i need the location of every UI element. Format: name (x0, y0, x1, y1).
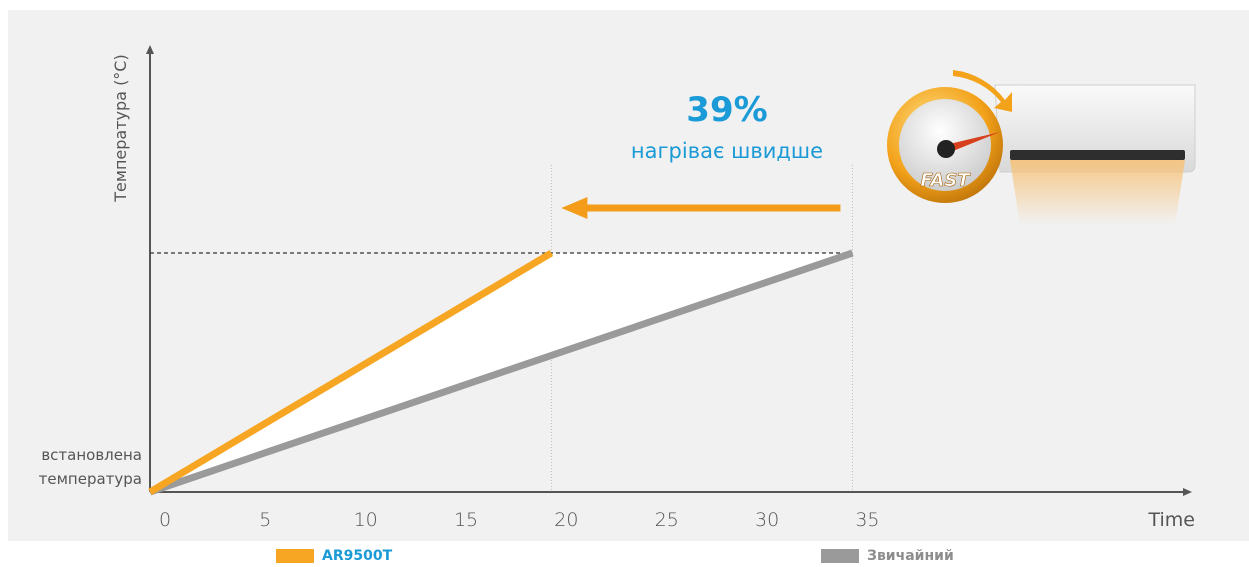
legend-label-ar9500t: AR9500T (322, 548, 393, 564)
x-tick-label-10: 10 (354, 509, 378, 531)
x-axis-label: Time (1148, 509, 1196, 531)
x-tick-label-0: 0 (159, 509, 171, 531)
x-tick-label-20: 20 (554, 509, 578, 531)
x-tick-label-25: 25 (655, 509, 679, 531)
x-tick-label-5: 5 (259, 509, 271, 531)
y-origin-label-line1: встановлена (41, 446, 142, 464)
legend-item-ar9500t: AR9500T (276, 546, 392, 566)
legend-label-conventional: Звичайний (867, 548, 954, 564)
y-axis-arrow (146, 45, 154, 54)
x-tick-label-35: 35 (855, 509, 879, 531)
legend-swatch-conventional (821, 549, 859, 563)
legend-swatch-ar9500t (276, 549, 314, 563)
speed-arrow-head (561, 197, 588, 219)
warm-air-stream (1010, 160, 1185, 225)
y-origin-label-line2: температура (39, 470, 142, 488)
series-line-conventional (148, 249, 854, 496)
legend-item-conventional: Звичайний (821, 546, 954, 566)
gauge-needle (945, 132, 1000, 153)
annotation-text: нагріває швидше (631, 139, 823, 163)
x-axis-arrow (1183, 488, 1192, 496)
x-tick-label-30: 30 (755, 509, 779, 531)
x-tick-label-15: 15 (454, 509, 478, 531)
gauge-arrow (953, 70, 1012, 112)
gauge-hub (937, 140, 955, 158)
fast-badge-label: FAST (920, 170, 971, 191)
ac-unit-vent (1010, 150, 1185, 160)
air-conditioner-illustration: FAST (887, 70, 1196, 225)
series-line-ar9500t (148, 249, 554, 496)
y-axis-label: Температура (°C) (111, 54, 130, 202)
annotation-percent: 39% (686, 90, 767, 130)
